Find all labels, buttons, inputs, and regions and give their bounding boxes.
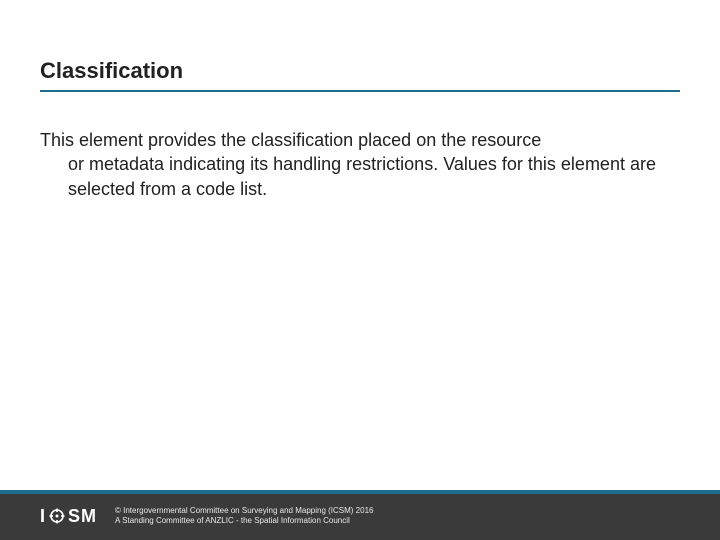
logo-letter-i: I <box>40 506 46 527</box>
copyright-line-1: © Intergovernmental Committee on Surveyi… <box>115 506 373 516</box>
title-block: Classification <box>40 58 680 92</box>
body-rest: or metadata indicating its handling rest… <box>40 152 680 201</box>
body-block: This element provides the classification… <box>40 128 680 201</box>
target-icon <box>49 508 65 524</box>
slide: Classification This element provides the… <box>0 0 720 540</box>
footer: I SM © Intergovernmental Committee on Su… <box>0 494 720 540</box>
slide-title: Classification <box>40 58 680 84</box>
copyright: © Intergovernmental Committee on Surveyi… <box>115 506 373 526</box>
body-first-line: This element provides the classification… <box>40 130 541 150</box>
icsm-logo: I SM <box>40 506 97 527</box>
logo-letters-sm: SM <box>68 506 97 527</box>
body-text: This element provides the classification… <box>40 128 680 201</box>
copyright-line-2: A Standing Committee of ANZLIC - the Spa… <box>115 516 373 526</box>
title-underline <box>40 90 680 92</box>
